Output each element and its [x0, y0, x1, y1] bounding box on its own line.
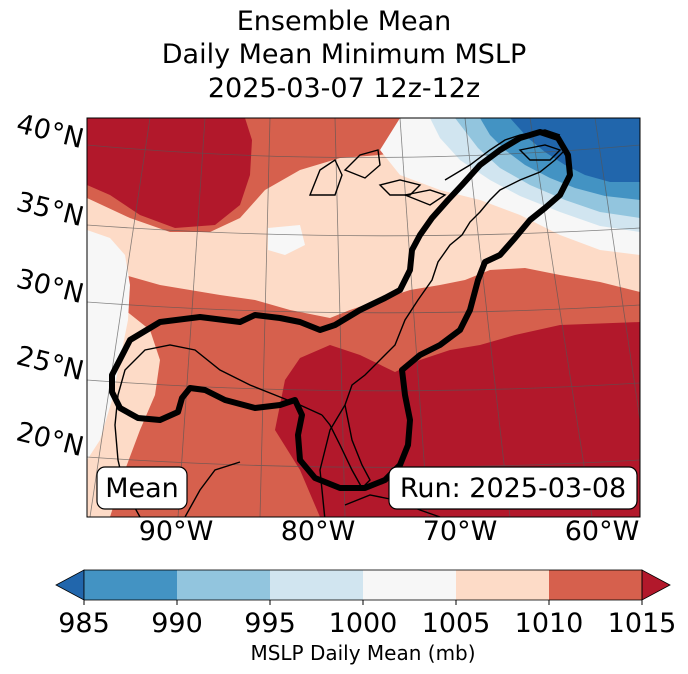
- field-high-northwest: [87, 118, 252, 228]
- colorbar-segment-985: [84, 570, 178, 600]
- map-field: [87, 118, 640, 517]
- mean-label-box: [96, 466, 188, 510]
- lat-label-25: 25°N: [13, 340, 87, 387]
- lon-label-60w: 60°W: [565, 516, 640, 547]
- colorbar-segment-990: [177, 570, 271, 600]
- lat-label-20: 20°N: [13, 416, 87, 463]
- colorbar-tick-label-985: 985: [58, 608, 110, 639]
- colorbar-tick-label-1010: 1010: [515, 608, 584, 639]
- lat-label-35: 35°N: [13, 186, 87, 233]
- run-label: Run: 2025-03-08: [400, 473, 626, 504]
- graticule: [87, 118, 640, 517]
- colorbar: 985 990 995 1000 1005 1010 1015: [55, 569, 677, 639]
- chart-title-line-1: Ensemble Mean: [236, 6, 452, 37]
- colorbar-segment-1005: [456, 570, 550, 600]
- colorbar-label: MSLP Daily Mean (mb): [250, 641, 475, 665]
- colorbar-tick-label-990: 990: [151, 608, 203, 639]
- colorbar-extend-low: [55, 569, 85, 601]
- probability-contour: [109, 129, 573, 491]
- chart-title-line-2: Daily Mean Minimum MSLP: [161, 39, 527, 70]
- mean-label: Mean: [105, 473, 179, 504]
- field-1000-1005-patch: [268, 225, 305, 255]
- run-label-box: [388, 466, 638, 510]
- field-1000-1005-west: [87, 230, 130, 460]
- colorbar-tick-label-1005: 1005: [422, 608, 491, 639]
- colorbar-tick-label-1000: 1000: [329, 608, 398, 639]
- lon-label-70w: 70°W: [423, 516, 498, 547]
- colorbar-extend-high: [641, 569, 671, 601]
- lat-label-30: 30°N: [13, 263, 87, 310]
- chart-title-line-3: 2025-03-07 12z-12z: [207, 73, 481, 104]
- lon-label-80w: 80°W: [281, 516, 356, 547]
- colorbar-segment-1000: [363, 570, 457, 600]
- colorbar-segment-1010: [549, 570, 643, 600]
- lat-label-40: 40°N: [13, 108, 87, 155]
- lon-label-90w: 90°W: [139, 516, 214, 547]
- colorbar-segment-995: [270, 570, 364, 600]
- map-frame: [86, 117, 641, 518]
- colorbar-tick-label-1015: 1015: [608, 608, 677, 639]
- colorbar-tick-label-995: 995: [244, 608, 296, 639]
